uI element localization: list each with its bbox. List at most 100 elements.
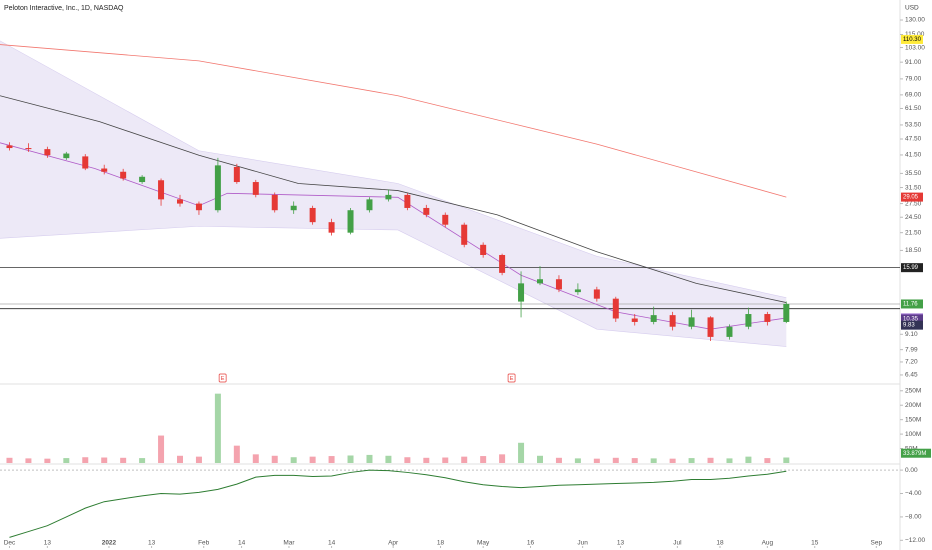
x-tick-label: Dec xyxy=(4,540,16,547)
candle-body xyxy=(726,326,733,337)
volume-bar xyxy=(82,457,89,463)
x-tick-label: 16 xyxy=(527,540,535,547)
y-tick-label: 0.00 xyxy=(905,467,918,474)
price-badge-label: 11.76 xyxy=(903,302,918,308)
y-tick-label: 79.00 xyxy=(905,76,922,83)
volume-bar xyxy=(631,458,638,463)
y-tick-label: 103.00 xyxy=(905,44,925,51)
candle-body xyxy=(214,165,221,211)
y-tick-label: 31.50 xyxy=(905,184,922,191)
volume-bar xyxy=(309,456,316,463)
candle-body xyxy=(366,199,373,211)
x-tick-label: 13 xyxy=(44,540,52,547)
volume-bar xyxy=(158,435,165,463)
y-tick-label: 41.50 xyxy=(905,152,922,159)
volume-bar xyxy=(347,455,354,463)
x-tick-label: 2022 xyxy=(102,540,117,547)
x-tick-label: 13 xyxy=(617,540,625,547)
volume-bar xyxy=(233,445,240,463)
candle-body xyxy=(423,207,430,215)
volume-bar xyxy=(745,456,752,463)
volume-bar xyxy=(650,458,657,463)
x-tick-label: 13 xyxy=(148,540,156,547)
volume-bar xyxy=(366,454,373,463)
y-tick-label: 130.00 xyxy=(905,17,925,24)
candle-body xyxy=(480,244,487,255)
moving-average xyxy=(0,95,787,303)
volume-bar xyxy=(25,458,32,463)
y-tick-label: 100M xyxy=(905,431,921,438)
volume-bar xyxy=(783,457,790,463)
y-tick-label: 115.00 xyxy=(905,31,925,38)
volume-bar xyxy=(271,455,278,463)
candle-body xyxy=(404,194,411,208)
x-tick-label: Jul xyxy=(673,540,682,547)
y-tick-label: 9.10 xyxy=(905,331,918,338)
candle-body xyxy=(442,214,449,225)
candle-body xyxy=(25,148,32,150)
candle-body xyxy=(688,317,695,327)
y-tick-label: −12.00 xyxy=(905,537,925,544)
volume-bar xyxy=(214,393,221,463)
volume-bar xyxy=(177,455,183,463)
macd-line xyxy=(9,469,787,538)
candle-body xyxy=(745,314,752,327)
price-badge xyxy=(901,320,923,330)
earnings-marker xyxy=(218,373,227,383)
volume-bar xyxy=(423,457,430,463)
y-tick-label: 18.50 xyxy=(905,247,922,254)
band-edge xyxy=(0,40,787,299)
candle-body xyxy=(347,210,354,233)
candle-body xyxy=(783,303,790,322)
x-tick-label: 14 xyxy=(328,540,336,547)
x-tick-label: 15 xyxy=(811,540,819,547)
y-tick-label: −8.00 xyxy=(905,514,922,521)
volume-bar xyxy=(385,455,392,463)
y-tick-label: 47.50 xyxy=(905,136,922,143)
candle-body xyxy=(44,149,51,156)
volume-bar xyxy=(404,457,411,463)
y-tick-label: 24.50 xyxy=(905,214,922,221)
candle-body xyxy=(499,254,506,273)
candle-body xyxy=(309,207,316,223)
candle-body xyxy=(574,289,581,293)
volume-bar xyxy=(252,454,259,463)
candle-body xyxy=(271,194,278,211)
volume-bar xyxy=(499,454,506,463)
candle-body xyxy=(195,203,202,211)
volume-bar xyxy=(669,458,676,463)
candle-body xyxy=(650,315,657,322)
moving-average xyxy=(0,142,787,330)
price-badge-label: 9.83 xyxy=(903,323,915,329)
volume-bar xyxy=(195,456,202,463)
earnings-label: E xyxy=(221,376,225,382)
x-tick-label: Jun xyxy=(577,540,588,547)
price-badge-label: 15.99 xyxy=(903,265,919,271)
volume-bar xyxy=(101,457,108,463)
volume-badge xyxy=(901,448,931,458)
candle-body xyxy=(290,205,297,211)
candle-body xyxy=(101,168,108,172)
y-tick-label: 27.50 xyxy=(905,200,922,207)
volume-bar xyxy=(63,458,70,463)
volume-bar xyxy=(612,457,619,463)
y-tick-label: 61.50 xyxy=(905,105,922,112)
candle-body xyxy=(6,145,13,149)
band-edge xyxy=(0,225,787,347)
price-badge xyxy=(901,263,923,273)
x-tick-label: May xyxy=(477,540,490,547)
y-tick-label: 7.20 xyxy=(905,359,918,366)
price-badge-label: 110.30 xyxy=(903,37,922,43)
currency: USD xyxy=(905,5,919,12)
earnings-marker xyxy=(507,373,516,383)
candle-body xyxy=(669,315,676,327)
volume-bar xyxy=(44,458,51,463)
x-tick-label: Apr xyxy=(388,540,399,547)
price-badge xyxy=(901,192,923,202)
volume-bar xyxy=(537,455,543,463)
candle-body xyxy=(120,171,127,179)
moving-average xyxy=(0,44,787,198)
y-tick-label: 69.00 xyxy=(905,92,922,99)
candle-body xyxy=(612,298,619,319)
